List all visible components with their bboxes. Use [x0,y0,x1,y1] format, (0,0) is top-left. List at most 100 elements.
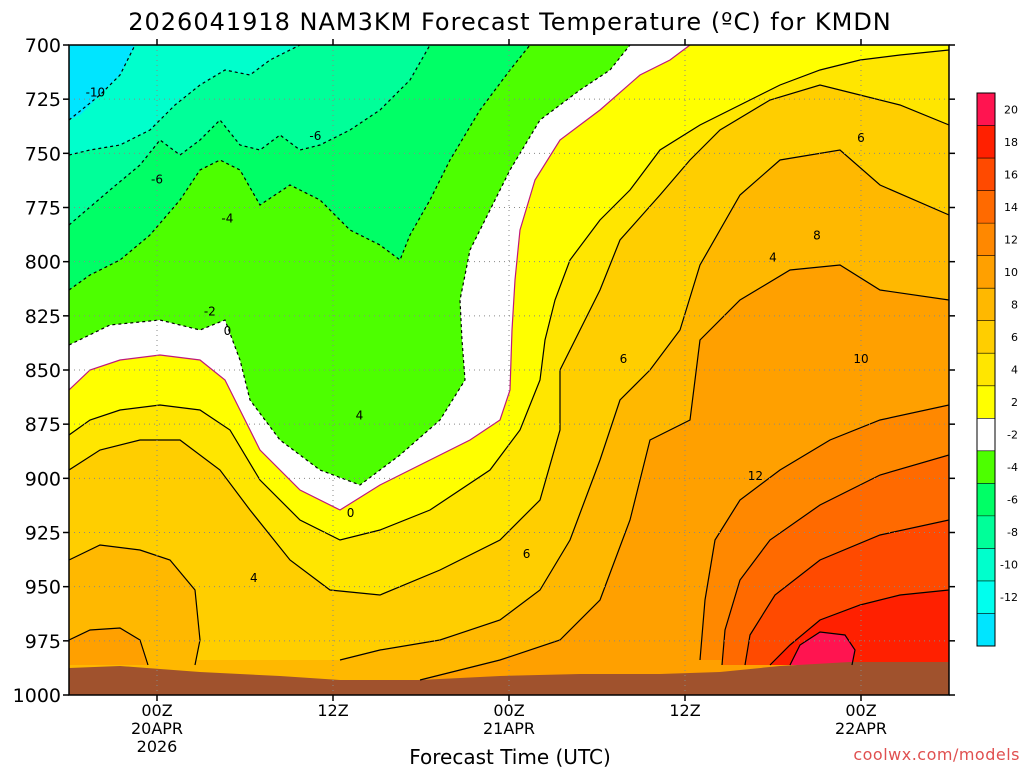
contour-label: 6 [857,131,865,145]
colorbar-swatch [977,93,995,127]
y-tick-label: 850 [25,360,61,382]
contour-8-left [69,544,201,666]
contour-16 [744,519,949,666]
contour-label: -4 [221,211,233,225]
colorbar-label: -8 [1007,526,1018,539]
colorbar-label: 6 [1011,331,1018,344]
y-tick-label: 775 [25,198,61,220]
colorbar-swatch [977,580,995,614]
contour-2 [69,49,949,541]
contour-0 [69,45,691,511]
colorbar-swatch [977,223,995,257]
colorbar-label: 18 [1004,136,1018,149]
y-tick-label: 975 [25,631,61,653]
contour-label: -6 [151,172,163,186]
contour-m2 [69,45,631,486]
contour-label: 10 [853,352,868,366]
y-tick-label: 700 [25,35,61,57]
x-tick-label: 21APR [483,719,535,738]
colorbar-swatch [977,288,995,322]
contour-m10 [69,45,136,121]
colorbar-label: 20 [1004,103,1018,116]
fill-band-p20 [790,632,855,665]
fill-band-m10 [69,45,300,155]
y-tick-label: 875 [25,414,61,436]
colorbar-label: 16 [1004,168,1018,181]
colorbar-label: -4 [1007,461,1018,474]
colorbar-swatch [977,353,995,387]
grid-lines [69,45,949,695]
contour-lines [69,45,949,681]
colorbar-swatch [977,613,995,647]
colorbar-label: -6 [1007,494,1018,507]
contour-8 [419,264,949,681]
contour-14 [721,454,949,666]
contour-label: 12 [748,469,763,483]
contour-m6 [69,45,431,226]
colorbar-swatch [977,385,995,419]
colorbar-label: 8 [1011,298,1018,311]
y-tick-label: 800 [25,252,61,274]
contour-label: -6 [309,129,321,143]
contour-6 [339,149,949,661]
y-tick-label: 950 [25,577,61,599]
colorbar-swatch [977,190,995,224]
contour-m8 [69,45,301,156]
colorbar-swatch [977,450,995,484]
contour-18 [769,589,949,666]
contour-label: 0 [224,324,232,338]
y-tick-label: 925 [25,523,61,545]
x-tick-label: 20APR [131,719,183,738]
contour-4 [69,84,949,596]
x-tick-label: 12Z [317,701,348,720]
x-tick-label: 2026 [137,737,178,756]
contour-label: 4 [769,250,777,264]
colorbar-swatch [977,125,995,159]
contour-10-left [69,627,149,666]
colorbar-swatch [977,515,995,549]
contour-20 [789,631,856,666]
contour-label: 0 [347,506,355,520]
colorbar-label: 4 [1011,364,1018,377]
colorbar-swatch [977,483,995,517]
y-tick-label: 725 [25,89,61,111]
fill-band-m12 [69,45,135,120]
colorbar-swatch [977,418,995,452]
x-tick-label: 22APR [835,719,887,738]
temperature-fill-layer [69,45,949,695]
x-tick-label: 00Z [845,701,876,720]
contour-label: -10 [86,86,106,100]
y-tick-label: 825 [25,306,61,328]
colorbar: 20 18 16 14 12 10 8 6 4 2 -2 -4 -6 -8 -10 -12 [976,92,1018,647]
colorbar-label: 14 [1004,201,1018,214]
contour-label: 4 [250,571,258,585]
contour-label: 6 [620,352,628,366]
x-axis-label: Forecast Time (UTC) [409,745,611,768]
contour-m4 [69,45,531,291]
x-tick-label: 12Z [669,701,700,720]
credit-text: coolwx.com/models [853,745,1020,764]
colorbar-label: -10 [1000,559,1018,572]
y-tick-label: 900 [25,468,61,490]
colorbar-swatch [977,158,995,192]
contour-label: 4 [356,409,364,423]
contour-label: -2 [204,305,216,319]
colorbar-label: 2 [1011,396,1018,409]
contour-12 [699,404,949,661]
colorbar-swatch [977,255,995,289]
contour-label: 8 [813,229,821,243]
contour-labels: -10 -6 -6 -4 -2 0 4 0 4 6 6 4 8 6 10 12 [86,86,869,585]
x-tick-label: 00Z [493,701,524,720]
contour-label: 6 [523,547,531,561]
y-tick-label: 750 [25,143,61,165]
colorbar-label: 10 [1004,266,1018,279]
fill-band-p10-left [69,628,148,665]
colorbar-label: 12 [1004,233,1018,246]
colorbar-swatch [977,320,995,354]
chart-title: 2026041918 NAM3KM Forecast Temperature (… [128,8,892,36]
y-tick-label: 1000 [13,685,61,707]
colorbar-frame [976,92,996,647]
